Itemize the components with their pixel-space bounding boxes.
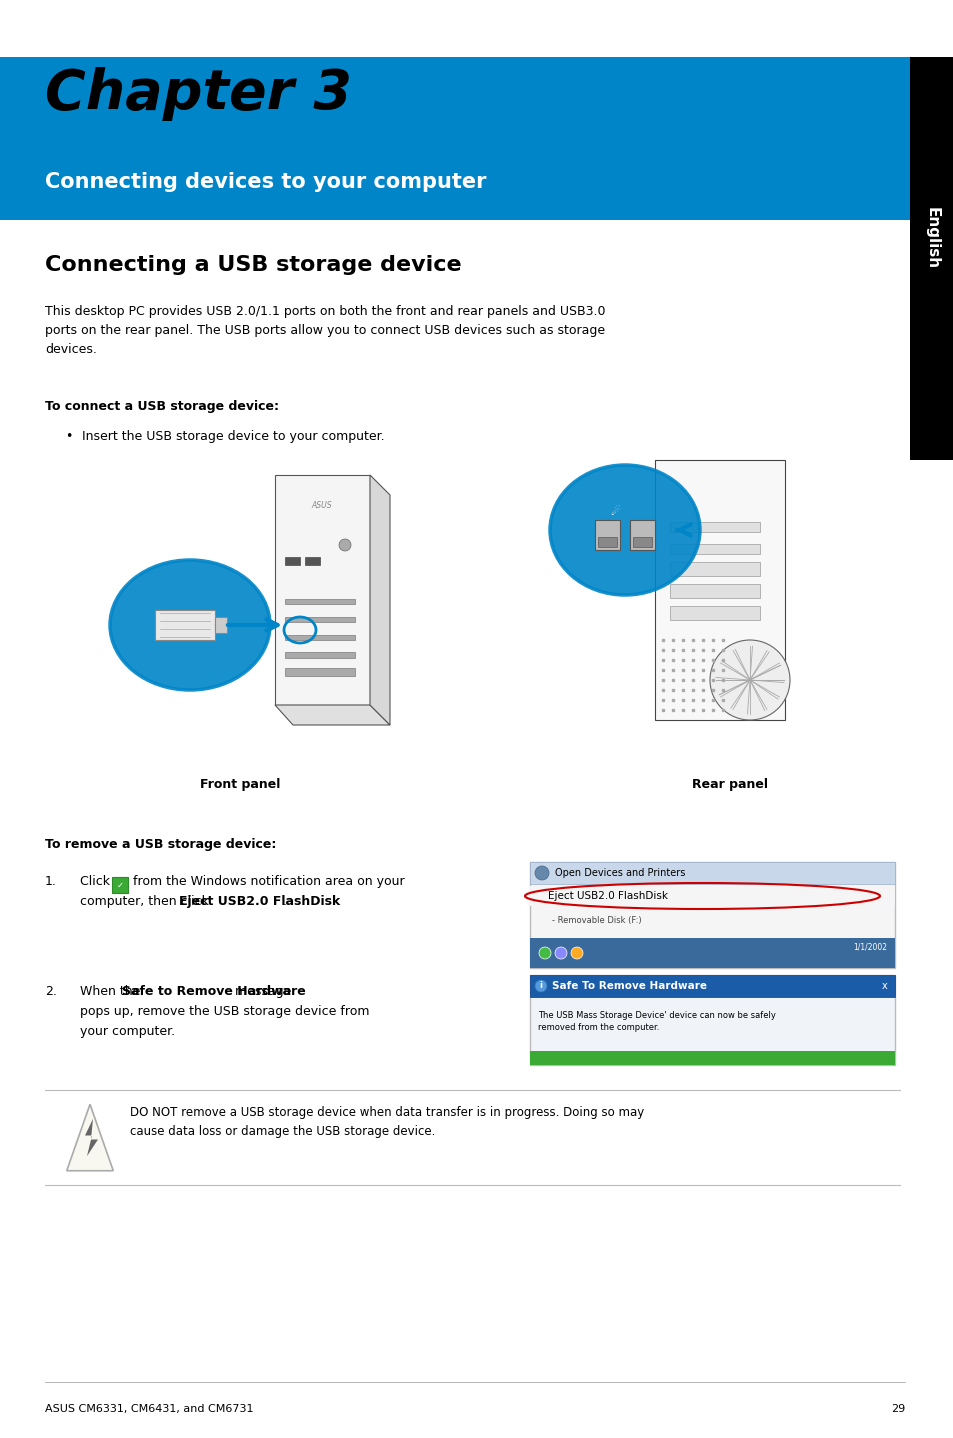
Bar: [655, 460, 784, 720]
Text: •: •: [65, 430, 72, 443]
Ellipse shape: [110, 559, 270, 690]
Text: DO NOT remove a USB storage device when data transfer is in progress. Doing so m: DO NOT remove a USB storage device when …: [130, 1106, 643, 1137]
Text: This desktop PC provides USB 2.0/1.1 ports on both the front and rear panels and: This desktop PC provides USB 2.0/1.1 por…: [45, 305, 605, 357]
Bar: [285, 600, 355, 604]
Ellipse shape: [550, 464, 700, 595]
Circle shape: [538, 948, 551, 959]
Text: Insert the USB storage device to your computer.: Insert the USB storage device to your co…: [82, 430, 384, 443]
Bar: [112, 877, 128, 893]
Text: English: English: [923, 207, 939, 269]
Bar: [530, 975, 894, 1066]
Text: your computer.: your computer.: [80, 1025, 175, 1038]
Bar: [633, 536, 651, 546]
Text: ☄: ☄: [609, 508, 619, 518]
Text: The USB Mass Storage Device' device can now be safely: The USB Mass Storage Device' device can …: [537, 1011, 775, 1020]
Bar: [0, 58, 953, 220]
Bar: [669, 544, 760, 554]
Text: computer, then click: computer, then click: [80, 894, 213, 907]
Text: 2.: 2.: [45, 985, 57, 998]
Text: Eject USB2.0 FlashDisk: Eject USB2.0 FlashDisk: [179, 894, 340, 907]
Text: 1/1/2002: 1/1/2002: [852, 943, 886, 952]
Bar: [909, 58, 953, 460]
Bar: [669, 584, 760, 598]
Bar: [530, 975, 894, 997]
Text: ASUS CM6331, CM6431, and CM6731: ASUS CM6331, CM6431, and CM6731: [45, 1403, 253, 1414]
Text: When the: When the: [80, 985, 144, 998]
Text: message: message: [231, 985, 291, 998]
Polygon shape: [85, 1119, 98, 1156]
Text: Connecting a USB storage device: Connecting a USB storage device: [45, 255, 461, 275]
Circle shape: [535, 866, 548, 880]
Bar: [154, 610, 214, 640]
Text: x: x: [882, 981, 887, 991]
Text: ASUS: ASUS: [312, 500, 332, 509]
Text: Open Devices and Printers: Open Devices and Printers: [555, 869, 684, 879]
Bar: [285, 636, 355, 640]
Text: Eject USB2.0 FlashDisk: Eject USB2.0 FlashDisk: [547, 892, 667, 902]
Text: Chapter 3: Chapter 3: [45, 68, 352, 121]
Text: Safe to Remove Hardware: Safe to Remove Hardware: [122, 985, 306, 998]
Text: 1.: 1.: [45, 874, 57, 889]
Bar: [598, 536, 617, 546]
Text: from the Windows notification area on your: from the Windows notification area on yo…: [132, 874, 404, 889]
Polygon shape: [274, 705, 390, 725]
Circle shape: [338, 539, 351, 551]
Bar: [530, 886, 894, 906]
Text: removed from the computer.: removed from the computer.: [537, 1022, 659, 1031]
Bar: [595, 521, 619, 549]
Circle shape: [535, 981, 546, 992]
Bar: [530, 861, 894, 968]
Bar: [669, 562, 760, 577]
Text: 29: 29: [890, 1403, 904, 1414]
Text: Rear panel: Rear panel: [691, 778, 767, 791]
Text: i: i: [539, 982, 542, 991]
Polygon shape: [67, 1104, 113, 1171]
Bar: [285, 617, 355, 623]
Bar: [669, 605, 760, 620]
Bar: [669, 522, 760, 532]
Bar: [214, 617, 227, 633]
Bar: [285, 557, 299, 565]
Bar: [285, 669, 355, 676]
Circle shape: [709, 640, 789, 720]
Circle shape: [555, 948, 566, 959]
Polygon shape: [370, 475, 390, 725]
Polygon shape: [274, 475, 370, 705]
Bar: [530, 1051, 894, 1066]
Text: - Removable Disk (F:): - Removable Disk (F:): [552, 916, 641, 925]
Bar: [629, 521, 655, 549]
Text: pops up, remove the USB storage device from: pops up, remove the USB storage device f…: [80, 1005, 369, 1018]
Bar: [285, 651, 355, 659]
Bar: [530, 938, 894, 968]
Text: .: .: [282, 894, 287, 907]
Text: To connect a USB storage device:: To connect a USB storage device:: [45, 400, 278, 413]
Text: ✓: ✓: [116, 880, 123, 890]
Bar: [530, 861, 894, 884]
Text: To remove a USB storage device:: To remove a USB storage device:: [45, 838, 276, 851]
Text: Click: Click: [80, 874, 113, 889]
Text: Front panel: Front panel: [199, 778, 280, 791]
Text: Connecting devices to your computer: Connecting devices to your computer: [45, 173, 486, 193]
Circle shape: [571, 948, 582, 959]
Bar: [305, 557, 319, 565]
Text: Safe To Remove Hardware: Safe To Remove Hardware: [552, 981, 706, 991]
